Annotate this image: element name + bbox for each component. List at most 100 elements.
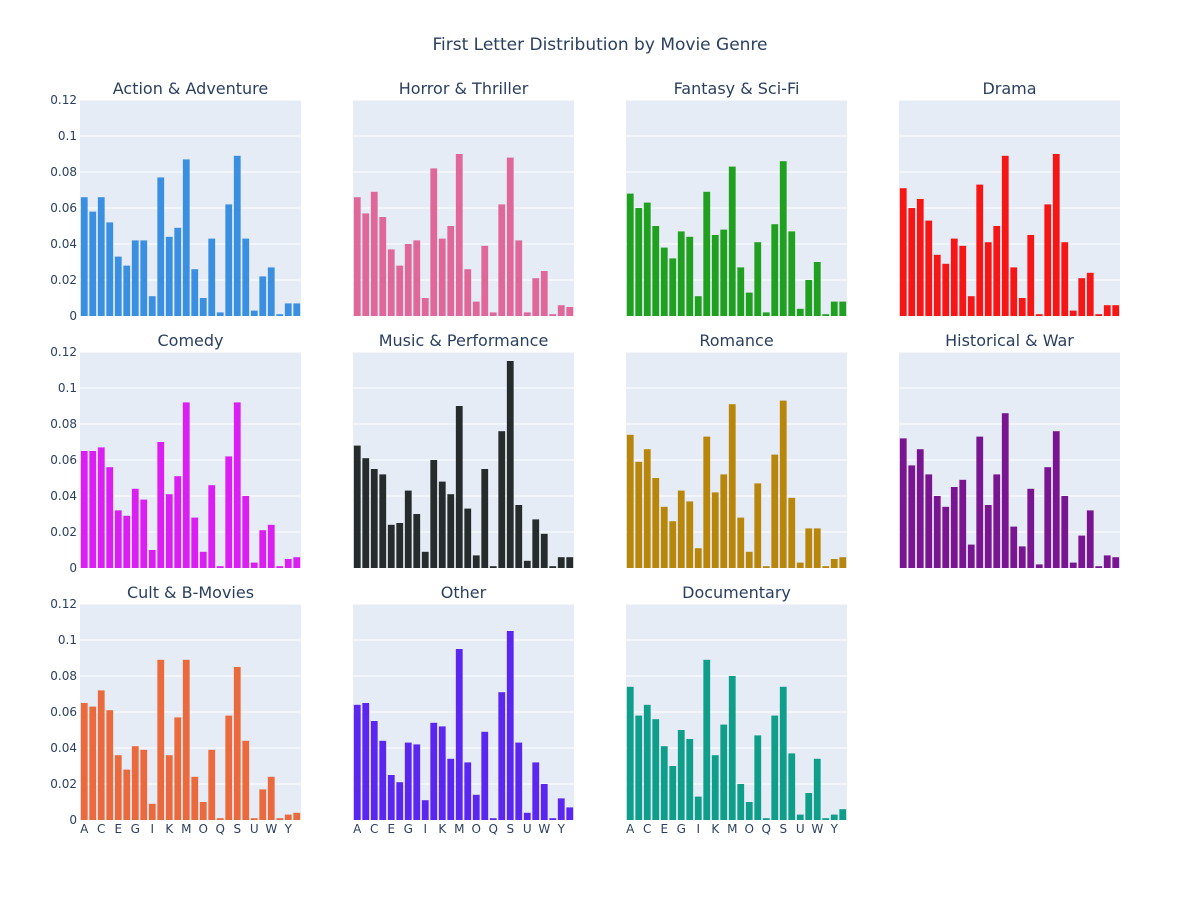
x-tick-label: I	[150, 822, 154, 836]
bar-cult-b-movies-w	[267, 776, 275, 820]
bar-comedy-l	[174, 476, 182, 568]
bar-horror-thriller-f	[396, 265, 404, 316]
bar-other-d	[379, 740, 387, 820]
panel-title: Drama	[982, 79, 1036, 98]
bar-drama-t	[1061, 242, 1069, 316]
bar-comedy-c	[97, 447, 105, 568]
x-tick-label: Y	[830, 822, 839, 836]
bar-cult-b-movies-p	[208, 749, 216, 820]
panel-title: Other	[441, 583, 487, 602]
panel-title: Romance	[699, 331, 773, 350]
bar-historical-war-k	[984, 505, 992, 568]
x-tick-label: I	[696, 822, 700, 836]
bar-fantasy-sci-fi-p	[754, 242, 762, 316]
bar-music-performance-s	[506, 361, 514, 568]
y-tick-label: 0	[69, 561, 77, 575]
bar-comedy-i	[148, 550, 156, 568]
bar-horror-thriller-l	[447, 226, 455, 316]
bar-cult-b-movies-j	[157, 659, 165, 820]
bar-cult-b-movies-v	[259, 789, 267, 820]
bar-historical-war-v	[1078, 535, 1086, 568]
bar-drama-w	[1086, 272, 1094, 316]
bar-romance-c	[643, 449, 651, 568]
bar-documentary-r	[771, 715, 779, 820]
x-tick-label: Q	[489, 822, 498, 836]
bar-fantasy-sci-fi-i	[694, 296, 702, 316]
bar-drama-d	[925, 220, 933, 316]
bar-documentary-d	[652, 719, 660, 820]
y-tick-label: 0	[69, 813, 77, 827]
bar-fantasy-sci-fi-y	[830, 301, 838, 316]
x-tick-label: C	[97, 822, 105, 836]
bar-drama-p	[1027, 235, 1035, 316]
bar-historical-war-q	[1035, 564, 1043, 568]
bar-drama-g	[950, 238, 958, 316]
bar-romance-r	[771, 454, 779, 568]
bar-horror-thriller-d	[379, 217, 387, 316]
bar-music-performance-u	[523, 560, 531, 568]
bar-documentary-o	[745, 802, 753, 820]
bar-other-v	[532, 762, 540, 820]
bar-other-r	[498, 692, 506, 820]
bar-cult-b-movies-z	[293, 812, 301, 820]
bar-romance-n	[737, 517, 745, 568]
bar-cult-b-movies-l	[174, 717, 182, 820]
x-tick-label: W	[538, 822, 550, 836]
y-tick-label: 0.1	[58, 381, 77, 395]
panel-other: Other A C E G I K M O Q S U W Y	[353, 583, 574, 836]
bar-horror-thriller-u	[523, 312, 531, 316]
bar-historical-war-s	[1052, 431, 1060, 568]
bar-drama-s	[1052, 154, 1060, 316]
x-tick-label: O	[745, 822, 754, 836]
bar-other-n	[464, 762, 472, 820]
bar-comedy-z	[293, 557, 301, 568]
panel-cult-b-movies: Cult & B-Movies 0 0.02 0.04 0.06 0.08 0.1 0.12 A…	[50, 583, 301, 836]
bar-action-adventure-b	[89, 211, 97, 316]
bar-romance-a	[626, 434, 634, 568]
x-tick-label: S	[233, 822, 241, 836]
bar-drama-h	[959, 245, 967, 316]
bar-action-adventure-q	[216, 312, 224, 316]
bar-fantasy-sci-fi-m	[728, 166, 736, 316]
bar-other-b	[362, 703, 370, 820]
bar-music-performance-f	[396, 523, 404, 568]
bar-other-t	[515, 742, 523, 820]
x-tick-label: C	[370, 822, 378, 836]
bar-documentary-b	[635, 715, 643, 820]
bar-other-f	[396, 782, 404, 820]
bar-historical-war-b	[908, 465, 916, 568]
x-tick-label: G	[131, 822, 140, 836]
bar-historical-war-p	[1027, 488, 1035, 568]
bar-horror-thriller-w	[540, 271, 548, 316]
bar-horror-thriller-h	[413, 240, 421, 316]
bar-romance-g	[677, 490, 685, 568]
x-tick-label: M	[181, 822, 191, 836]
y-tick-label: 0.02	[50, 273, 77, 287]
panels: Action & Adventure 0 0.02 0.04 0.06 0.08 0.1 0.…	[50, 79, 1120, 836]
bar-drama-m	[1001, 155, 1009, 316]
bar-documentary-a	[626, 686, 634, 820]
bar-music-performance-a	[353, 445, 361, 568]
bar-music-performance-d	[379, 474, 387, 568]
bar-documentary-n	[737, 784, 745, 820]
bar-drama-a	[899, 188, 907, 316]
panel-historical-war: Historical & War	[899, 331, 1120, 568]
bar-action-adventure-r	[225, 204, 233, 316]
bar-comedy-p	[208, 485, 216, 568]
y-tick-label: 0.02	[50, 525, 77, 539]
bar-documentary-x	[822, 818, 830, 820]
bar-fantasy-sci-fi-n	[737, 267, 745, 316]
bar-drama-f	[942, 263, 950, 316]
bar-fantasy-sci-fi-f	[669, 258, 677, 316]
bar-comedy-t	[242, 496, 250, 568]
bar-fantasy-sci-fi-l	[720, 229, 728, 316]
bar-fantasy-sci-fi-a	[626, 193, 634, 316]
y-tick-label: 0.12	[50, 597, 77, 611]
bar-horror-thriller-a	[353, 197, 361, 316]
bar-historical-war-e	[933, 496, 941, 568]
bar-horror-thriller-p	[481, 245, 489, 316]
bar-historical-war-u	[1069, 562, 1077, 568]
bar-romance-u	[796, 562, 804, 568]
bar-comedy-n	[191, 517, 199, 568]
